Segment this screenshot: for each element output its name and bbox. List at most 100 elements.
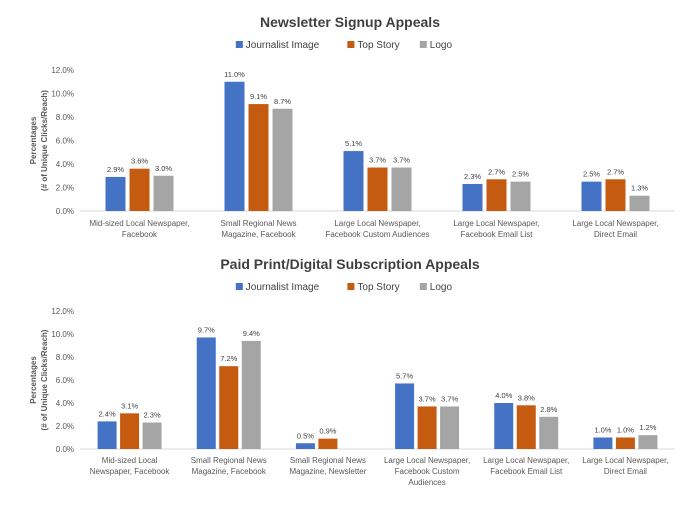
legend-swatch	[419, 41, 427, 48]
bar	[272, 108, 293, 211]
chart-1: Newsletter Signup Appeals Journalist Imag…	[29, 14, 675, 239]
bar	[129, 168, 150, 211]
data-label: 3.1%	[121, 401, 138, 410]
data-label: 1.0%	[594, 426, 611, 435]
x-tick-label: Magazine, Facebook	[221, 230, 296, 239]
bar	[462, 183, 483, 211]
x-tick-label: Large Local Newspaper,	[572, 219, 658, 228]
bar	[142, 422, 162, 449]
legend-item: Top Story	[347, 40, 400, 51]
legend-label: Journalist Image	[246, 40, 320, 51]
data-label: 9.4%	[243, 329, 260, 338]
bar	[417, 406, 437, 449]
data-label: 1.2%	[639, 423, 656, 432]
data-label: 3.7%	[441, 394, 458, 403]
data-label: 4.0%	[495, 391, 512, 400]
data-label: 2.3%	[144, 411, 161, 420]
legend-label: Top Story	[357, 282, 399, 293]
data-label: 2.7%	[488, 167, 505, 176]
x-tick-label: Direct Email	[604, 467, 647, 476]
x-tick-label: Facebook	[122, 230, 158, 239]
bar	[224, 81, 245, 211]
data-label: 5.7%	[396, 371, 413, 380]
legend-item: Logo	[419, 40, 452, 51]
bar	[395, 383, 415, 449]
data-label: 3.7%	[393, 156, 410, 165]
x-tick-label: Mid-sized Local Newspaper,	[89, 219, 189, 228]
x-tick-label: Mid-sized Local	[102, 456, 158, 465]
data-label: 7.2%	[220, 354, 237, 363]
x-tick-label: Small Regional News	[191, 456, 267, 465]
data-label: 2.3%	[464, 172, 481, 181]
x-tick-label: Audiences	[408, 478, 445, 487]
y-tick-label: 0.0%	[56, 445, 74, 454]
bar	[486, 179, 507, 211]
data-label: 3.7%	[369, 156, 386, 165]
legend-swatch	[235, 41, 243, 48]
x-tick-label: Facebook Custom	[395, 467, 460, 476]
x-tick-label: Small Regional News	[290, 456, 366, 465]
chart-title: Newsletter Signup Appeals	[260, 14, 440, 30]
data-label: 5.1%	[345, 139, 362, 148]
bar	[153, 175, 174, 211]
legend-swatch	[235, 283, 243, 290]
data-label: 0.5%	[297, 431, 314, 440]
legend-swatch	[419, 283, 427, 290]
bar	[615, 437, 635, 449]
bar	[593, 437, 613, 449]
bar	[219, 366, 239, 449]
x-tick-label: Large Local Newspaper,	[483, 456, 569, 465]
legend-item: Journalist Image	[235, 40, 320, 51]
data-label: 3.8%	[518, 393, 535, 402]
data-label: 2.5%	[583, 170, 600, 179]
bar	[105, 176, 126, 211]
y-tick-label: 6.0%	[56, 376, 74, 385]
y-axis-label: (# of Unique Clicks/Reach)	[40, 90, 49, 191]
x-tick-label: Facebook Custom Audiences	[325, 230, 429, 239]
x-tick-label: Direct Email	[594, 230, 637, 239]
legend-label: Journalist Image	[246, 282, 320, 293]
bar	[539, 416, 559, 449]
y-axis-label: Percentages	[29, 356, 38, 404]
y-tick-label: 4.0%	[56, 399, 74, 408]
y-tick-label: 12.0%	[51, 66, 74, 75]
bar	[367, 167, 388, 211]
data-label: 3.0%	[155, 164, 172, 173]
bar	[605, 179, 626, 211]
bar	[120, 413, 140, 449]
legend-label: Top Story	[357, 40, 399, 51]
bar	[516, 405, 536, 449]
y-tick-label: 10.0%	[51, 90, 74, 99]
x-tick-label: Facebook Email List	[460, 230, 533, 239]
bar	[440, 406, 460, 449]
chart-title: Paid Print/Digital Subscription Appeals	[220, 256, 480, 272]
y-tick-label: 2.0%	[56, 184, 74, 193]
legend-item: Top Story	[347, 282, 400, 293]
y-tick-label: 12.0%	[51, 307, 74, 316]
x-tick-label: Newspaper, Facebook	[90, 467, 171, 476]
y-tick-label: 0.0%	[56, 207, 74, 216]
y-tick-label: 8.0%	[56, 353, 74, 362]
x-tick-label: Large Local Newspaper,	[334, 219, 420, 228]
x-tick-label: Large Local Newspaper,	[582, 456, 668, 465]
data-label: 3.7%	[419, 394, 436, 403]
data-label: 1.3%	[631, 184, 648, 193]
y-tick-label: 8.0%	[56, 113, 74, 122]
data-label: 2.8%	[540, 405, 557, 414]
data-label: 0.9%	[319, 427, 336, 436]
legend-swatch	[347, 283, 355, 290]
bar	[196, 337, 216, 449]
chart-2: Paid Print/Digital Subscription Appeals J…	[29, 256, 675, 487]
bar	[629, 195, 650, 211]
data-label: 2.4%	[99, 409, 116, 418]
data-label: 2.9%	[107, 165, 124, 174]
bar	[391, 167, 412, 211]
data-label: 2.5%	[512, 170, 529, 179]
y-tick-label: 10.0%	[51, 330, 74, 339]
x-tick-label: Facebook Email List	[490, 467, 563, 476]
legend-label: Logo	[430, 282, 453, 293]
bar	[248, 104, 269, 211]
bar	[581, 181, 602, 211]
